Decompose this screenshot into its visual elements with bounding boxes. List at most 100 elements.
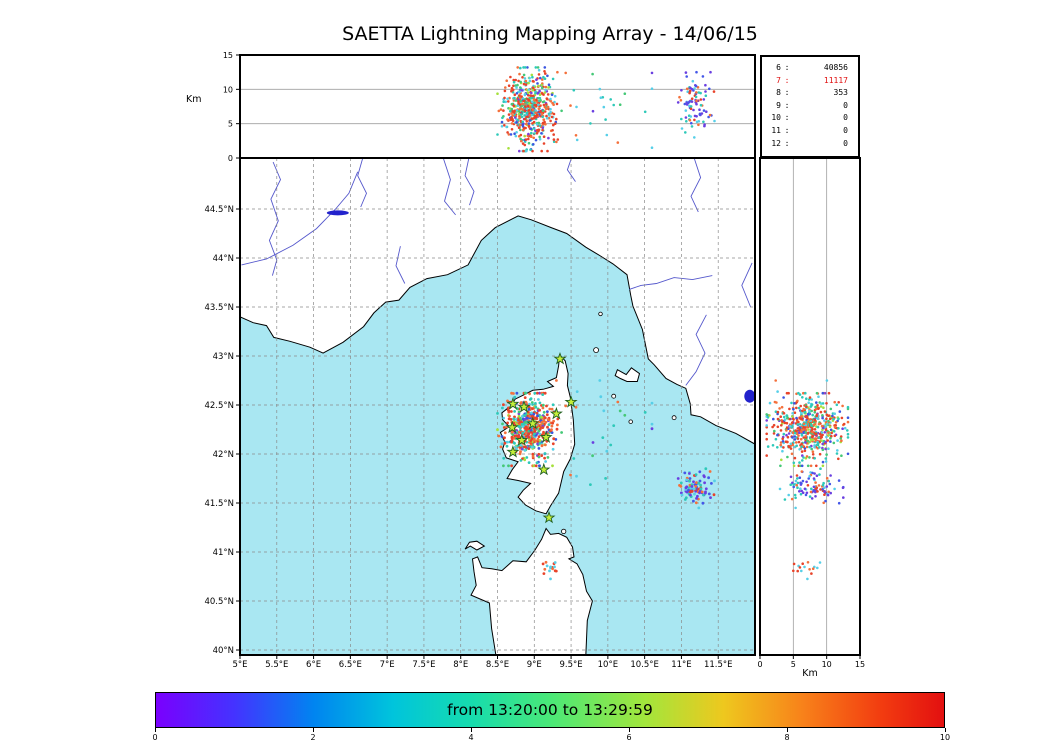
river [685, 314, 707, 386]
station-count-row: 11:0 [771, 125, 848, 135]
colorbar-tick-mark [471, 728, 472, 732]
river [395, 246, 406, 284]
top-panel-border [239, 54, 756, 159]
colorbar-tick-mark [155, 728, 156, 732]
figure-title: SAETTA Lightning Mapping Array - 14/06/1… [342, 23, 758, 45]
map-layer [240, 158, 755, 655]
asinara [464, 540, 486, 551]
lat-tick-label: 42°N [213, 450, 234, 460]
mainland [240, 158, 755, 445]
station-star [537, 462, 551, 476]
river [464, 158, 475, 206]
station-count-row: 12:0 [771, 138, 848, 148]
alt-lon-scatter [496, 66, 716, 153]
lat-tick-label: 42.5°N [204, 401, 234, 411]
station-stars [505, 352, 578, 524]
lon-tick-label: 10.5°E [630, 660, 659, 670]
colorbar-tick-label: 10 [939, 733, 951, 742]
station-count-row: 8:353 [776, 88, 848, 98]
station-star [526, 416, 540, 430]
right-alt-tick-label: 5 [791, 660, 796, 669]
lon-tick-label: 10°E [598, 660, 618, 670]
right-alt-tick-label: 10 [822, 660, 832, 669]
small-island [561, 528, 567, 535]
top-alt-tick-label: 0 [228, 154, 233, 163]
top-alt-tick-label: 15 [223, 51, 233, 60]
river [241, 171, 359, 266]
alt-lat-scatter [765, 379, 850, 581]
top-alt-tick-label: 5 [228, 120, 233, 129]
lon-tick-label: 11.5°E [704, 660, 733, 670]
river [629, 275, 713, 290]
station-count-row: 6:40856 [776, 63, 848, 72]
lat-tick-label: 40.5°N [204, 597, 234, 607]
colorbar-tick-mark [313, 728, 314, 732]
lat-tick-label: 44°N [213, 254, 234, 264]
station-star [515, 433, 529, 446]
sardinia [470, 527, 593, 655]
lon-tick-label: 6.5°E [339, 660, 362, 670]
lake [744, 389, 755, 403]
sources-per-stations-box: 6:40856 7:11117 8:353 9:0 10:0 11:0 12:0 [760, 55, 860, 158]
lon-tick-label: 8°E [453, 660, 468, 670]
station-star [549, 406, 563, 420]
lon-tick-label: 9.5°E [559, 660, 582, 670]
lon-tick-label: 7.5°E [412, 660, 435, 670]
elba [614, 367, 641, 382]
river [442, 158, 456, 216]
small-island [671, 415, 677, 421]
top-panel-axis-label: Km [186, 94, 202, 105]
lake [326, 210, 349, 216]
right-panel-border [759, 157, 861, 656]
lon-tick-label: 11°E [671, 660, 691, 670]
station-star [564, 395, 578, 408]
top-alt-tick-label: 10 [223, 85, 233, 94]
small-island [598, 311, 603, 317]
colorbar-tick-label: 4 [468, 733, 474, 742]
lat-tick-label: 40°N [213, 646, 234, 656]
colorbar-tick-mark [629, 728, 630, 732]
small-island [593, 347, 599, 354]
station-count-row: 7:11117 [776, 75, 848, 85]
time-window-label: from 13:20:00 to 13:29:59 [447, 701, 653, 719]
lat-tick-label: 43.5°N [204, 303, 234, 313]
lon-tick-label: 9°E [527, 660, 542, 670]
colorbar-tick-label: 0 [152, 733, 158, 742]
colorbar-tick-label: 6 [626, 733, 632, 742]
small-island [628, 419, 633, 424]
lat-tick-label: 43°N [213, 352, 234, 362]
lon-tick-label: 5°E [232, 660, 247, 670]
river [357, 158, 367, 208]
river [690, 158, 702, 213]
station-star [506, 445, 520, 458]
lat-tick-label: 44.5°N [204, 205, 234, 215]
right-alt-tick-label: 15 [855, 660, 865, 669]
lat-tick-label: 41°N [213, 548, 234, 558]
lon-tick-label: 6°E [306, 660, 321, 670]
river [741, 262, 753, 308]
colorbar-tick-mark [945, 728, 946, 732]
time-colorbar: from 13:20:00 to 13:29:59 [155, 692, 945, 728]
small-island [611, 393, 617, 399]
lon-tick-label: 8.5°E [486, 660, 509, 670]
station-star [517, 400, 531, 413]
station-star [539, 430, 553, 443]
right-alt-tick-label: 0 [757, 660, 762, 669]
colorbar-tick-mark [787, 728, 788, 732]
station-star [506, 397, 520, 410]
colorbar-tick-label: 8 [784, 733, 790, 742]
station-star [542, 510, 556, 524]
right-panel-axis-label: Km [802, 668, 818, 679]
map-gridlines [240, 158, 755, 655]
station-count-row: 9:0 [776, 100, 848, 110]
station-count-row: 10:0 [771, 113, 848, 123]
lon-tick-label: 7°E [380, 660, 395, 670]
station-star [553, 352, 567, 365]
lightning-scatter-map [496, 379, 716, 581]
colorbar-tick-label: 2 [310, 733, 316, 742]
lon-tick-label: 5.5°E [265, 660, 288, 670]
lat-tick-label: 41.5°N [204, 499, 234, 509]
station-star [505, 420, 519, 434]
